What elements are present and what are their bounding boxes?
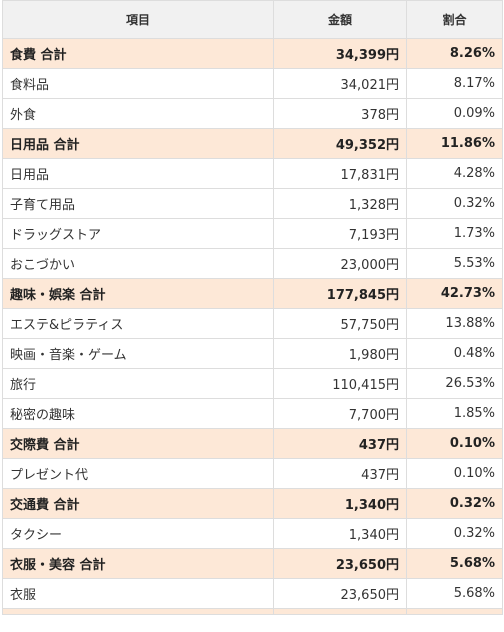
- cell-name: タクシー: [2, 518, 274, 549]
- cell-amount: 177,845円: [273, 278, 407, 309]
- cell-name: 交際費 合計: [2, 428, 274, 459]
- category-total-row: 交通費 合計 1,340円 0.32%: [2, 488, 503, 519]
- cell-amount: 378円: [273, 98, 407, 129]
- cell-amount: 23,650円: [273, 578, 407, 609]
- cell-ratio: 0.32%: [406, 188, 503, 219]
- table-header: 項目 金額 割合: [2, 0, 503, 39]
- table-row: 日用品 17,831円 4.28%: [2, 158, 503, 189]
- column-header-amount: 金額: [273, 0, 407, 39]
- cell-name: 秘密の趣味: [2, 398, 274, 429]
- category-total-row: 食費 合計 34,399円 8.26%: [2, 38, 503, 69]
- header-row: 項目 金額 割合: [2, 0, 503, 39]
- cell-amount: 1,980円: [273, 338, 407, 369]
- cell-amount: 7,700円: [273, 398, 407, 429]
- cell-ratio: 5.68%: [406, 548, 503, 579]
- table-row: 旅行 110,415円 26.53%: [2, 368, 503, 399]
- cell-ratio: 0.10%: [406, 428, 503, 459]
- table-row: 食料品 34,021円 8.17%: [2, 68, 503, 99]
- cell-name: 食費 合計: [2, 38, 274, 69]
- cell-ratio: 0.10%: [406, 458, 503, 489]
- cell-name: おこづかい: [2, 248, 274, 279]
- column-header-item: 項目: [2, 0, 274, 39]
- cell-ratio: 11.86%: [406, 128, 503, 159]
- category-total-row: 交際費 合計 437円 0.10%: [2, 428, 503, 459]
- table-row: 映画・音楽・ゲーム 1,980円 0.48%: [2, 338, 503, 369]
- cell-name: 趣味・娯楽 合計: [2, 278, 274, 309]
- table-row: エステ&ピラティス 57,750円 13.88%: [2, 308, 503, 339]
- cell-amount: 23,000円: [273, 248, 407, 279]
- table-row: おこづかい 23,000円 5.53%: [2, 248, 503, 279]
- cell-ratio: 0.32%: [406, 488, 503, 519]
- cell-amount: 57,750円: [273, 308, 407, 339]
- cell-amount: 437円: [273, 458, 407, 489]
- cell-name: エステ&ピラティス: [2, 308, 274, 339]
- cell-empty: [406, 608, 503, 615]
- cell-ratio: 0.09%: [406, 98, 503, 129]
- cell-ratio: 0.32%: [406, 518, 503, 549]
- cell-amount: 49,352円: [273, 128, 407, 159]
- cell-amount: 1,340円: [273, 488, 407, 519]
- cell-name: 旅行: [2, 368, 274, 399]
- cell-ratio: 26.53%: [406, 368, 503, 399]
- category-total-row: [2, 608, 503, 615]
- cell-ratio: 42.73%: [406, 278, 503, 309]
- table-row: 衣服 23,650円 5.68%: [2, 578, 503, 609]
- cell-ratio: 5.53%: [406, 248, 503, 279]
- cell-name: 衣服: [2, 578, 274, 609]
- cell-name: 外食: [2, 98, 274, 129]
- table-row: プレゼント代 437円 0.10%: [2, 458, 503, 489]
- cell-amount: 34,021円: [273, 68, 407, 99]
- cell-name: 日用品: [2, 158, 274, 189]
- cell-name: 食料品: [2, 68, 274, 99]
- cell-name: 衣服・美容 合計: [2, 548, 274, 579]
- cell-amount: 110,415円: [273, 368, 407, 399]
- cell-name: 交通費 合計: [2, 488, 274, 519]
- cell-ratio: 1.73%: [406, 218, 503, 249]
- column-header-ratio: 割合: [406, 0, 503, 39]
- cell-ratio: 1.85%: [406, 398, 503, 429]
- cell-ratio: 13.88%: [406, 308, 503, 339]
- cell-ratio: 4.28%: [406, 158, 503, 189]
- cell-name: 日用品 合計: [2, 128, 274, 159]
- category-total-row: 日用品 合計 49,352円 11.86%: [2, 128, 503, 159]
- cell-amount: 23,650円: [273, 548, 407, 579]
- table-body: 食費 合計 34,399円 8.26% 食料品 34,021円 8.17% 外食 378円 0.…: [2, 38, 503, 615]
- cell-amount: 17,831円: [273, 158, 407, 189]
- cell-name: 映画・音楽・ゲーム: [2, 338, 274, 369]
- cell-name: プレゼント代: [2, 458, 274, 489]
- cell-ratio: 0.48%: [406, 338, 503, 369]
- cell-ratio: 8.17%: [406, 68, 503, 99]
- cell-amount: 437円: [273, 428, 407, 459]
- cell-name: ドラッグストア: [2, 218, 274, 249]
- cell-empty: [2, 608, 274, 615]
- cell-ratio: 8.26%: [406, 38, 503, 69]
- cell-amount: 7,193円: [273, 218, 407, 249]
- table-row: ドラッグストア 7,193円 1.73%: [2, 218, 503, 249]
- table-row: 秘密の趣味 7,700円 1.85%: [2, 398, 503, 429]
- cell-amount: 1,328円: [273, 188, 407, 219]
- cell-ratio: 5.68%: [406, 578, 503, 609]
- cell-name: 子育て用品: [2, 188, 274, 219]
- table-row: タクシー 1,340円 0.32%: [2, 518, 503, 549]
- expense-table: 項目 金額 割合 食費 合計 34,399円 8.26% 食料品 34,021円 8.17…: [2, 0, 503, 615]
- cell-empty: [273, 608, 407, 615]
- cell-amount: 1,340円: [273, 518, 407, 549]
- category-total-row: 趣味・娯楽 合計 177,845円 42.73%: [2, 278, 503, 309]
- table-row: 外食 378円 0.09%: [2, 98, 503, 129]
- category-total-row: 衣服・美容 合計 23,650円 5.68%: [2, 548, 503, 579]
- cell-amount: 34,399円: [273, 38, 407, 69]
- table-row: 子育て用品 1,328円 0.32%: [2, 188, 503, 219]
